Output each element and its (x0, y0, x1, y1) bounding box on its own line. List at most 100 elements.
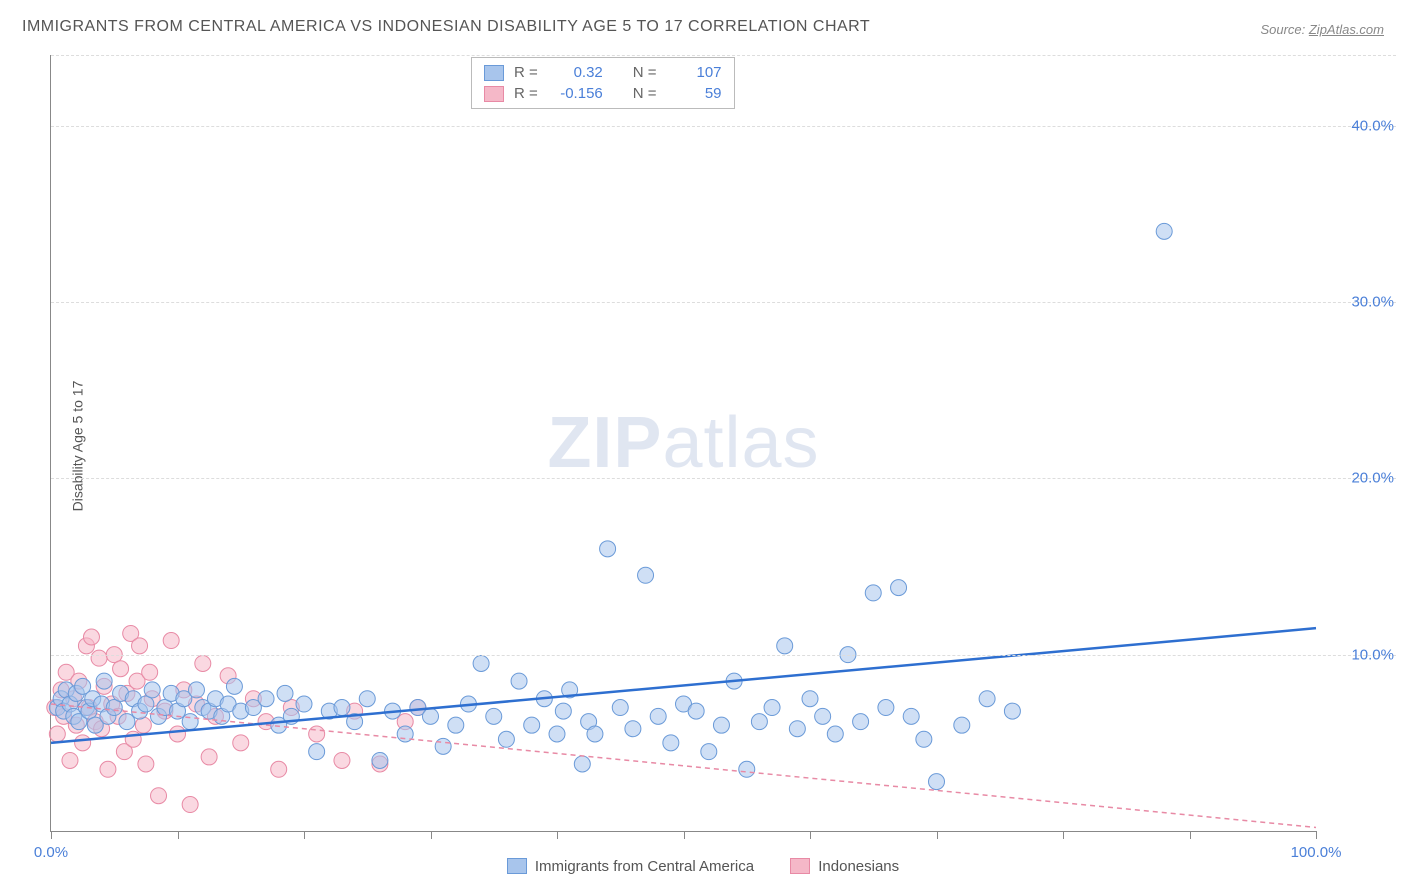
data-point (903, 708, 919, 724)
data-point (1004, 703, 1020, 719)
n-value-b: 59 (667, 85, 722, 102)
data-point (916, 731, 932, 747)
data-point (144, 682, 160, 698)
data-point (827, 726, 843, 742)
data-point (372, 752, 388, 768)
data-point (195, 655, 211, 671)
data-point (891, 580, 907, 596)
data-point (334, 752, 350, 768)
data-point (1156, 223, 1172, 239)
data-point (163, 633, 179, 649)
data-point (878, 700, 894, 716)
n-label-a: N = (633, 64, 657, 81)
data-point (138, 696, 154, 712)
plot-svg (51, 55, 1316, 831)
data-point (979, 691, 995, 707)
data-point (802, 691, 818, 707)
data-point (549, 726, 565, 742)
data-point (83, 629, 99, 645)
data-point (334, 700, 350, 716)
data-point (650, 708, 666, 724)
data-point (100, 761, 116, 777)
legend-row-series-b: R = -0.156 N = 59 (484, 83, 722, 104)
plot-area: ZIPatlas R = 0.32 N = 107 R = -0.156 N =… (50, 55, 1316, 832)
data-point (201, 749, 217, 765)
data-point (359, 691, 375, 707)
data-point (435, 738, 451, 754)
chart-title: IMMIGRANTS FROM CENTRAL AMERICA VS INDON… (22, 18, 870, 36)
data-point (135, 717, 151, 733)
data-point (751, 714, 767, 730)
data-point (296, 696, 312, 712)
data-point (277, 685, 293, 701)
correlation-legend: R = 0.32 N = 107 R = -0.156 N = 59 (471, 57, 735, 109)
source-link[interactable]: ZipAtlas.com (1309, 22, 1384, 37)
ytick-label: 30.0% (1351, 293, 1394, 310)
data-point (188, 682, 204, 698)
data-point (574, 756, 590, 772)
data-point (258, 691, 274, 707)
data-point (423, 708, 439, 724)
data-point (309, 726, 325, 742)
data-point (625, 721, 641, 737)
n-value-a: 107 (667, 64, 722, 81)
data-point (170, 726, 186, 742)
data-point (865, 585, 881, 601)
data-point (701, 744, 717, 760)
legend-label-b: Indonesians (818, 858, 899, 875)
data-point (853, 714, 869, 730)
ytick-label: 40.0% (1351, 117, 1394, 134)
ytick-label: 10.0% (1351, 646, 1394, 663)
data-point (954, 717, 970, 733)
data-point (182, 797, 198, 813)
data-point (142, 664, 158, 680)
source-prefix: Source: (1260, 22, 1308, 37)
data-point (226, 678, 242, 694)
data-point (448, 717, 464, 733)
data-point (106, 700, 122, 716)
data-point (113, 661, 129, 677)
n-label-b: N = (633, 85, 657, 102)
data-point (600, 541, 616, 557)
data-point (182, 714, 198, 730)
data-point (688, 703, 704, 719)
data-point (815, 708, 831, 724)
legend-item-a: Immigrants from Central America (507, 858, 754, 875)
regression-line (51, 704, 1316, 827)
source-attribution: Source: ZipAtlas.com (1260, 22, 1384, 37)
data-point (511, 673, 527, 689)
data-point (132, 638, 148, 654)
data-point (789, 721, 805, 737)
data-point (309, 744, 325, 760)
legend-item-b: Indonesians (790, 858, 899, 875)
data-point (233, 735, 249, 751)
data-point (49, 726, 65, 742)
data-point (119, 714, 135, 730)
data-point (524, 717, 540, 733)
data-point (498, 731, 514, 747)
data-point (62, 752, 78, 768)
legend-row-series-a: R = 0.32 N = 107 (484, 62, 722, 83)
data-point (739, 761, 755, 777)
legend-swatch-a (484, 65, 504, 81)
legend-label-a: Immigrants from Central America (535, 858, 754, 875)
data-point (555, 703, 571, 719)
data-point (91, 650, 107, 666)
legend-swatch-bottom-b (790, 858, 810, 874)
series-legend: Immigrants from Central America Indonesi… (0, 858, 1406, 879)
data-point (587, 726, 603, 742)
ytick-label: 20.0% (1351, 470, 1394, 487)
data-point (486, 708, 502, 724)
r-label-b: R = (514, 85, 538, 102)
data-point (929, 774, 945, 790)
data-point (612, 700, 628, 716)
data-point (138, 756, 154, 772)
data-point (713, 717, 729, 733)
data-point (96, 673, 112, 689)
data-point (473, 655, 489, 671)
data-point (151, 788, 167, 804)
r-value-b: -0.156 (548, 85, 603, 102)
legend-swatch-b (484, 86, 504, 102)
data-point (271, 761, 287, 777)
data-point (75, 735, 91, 751)
